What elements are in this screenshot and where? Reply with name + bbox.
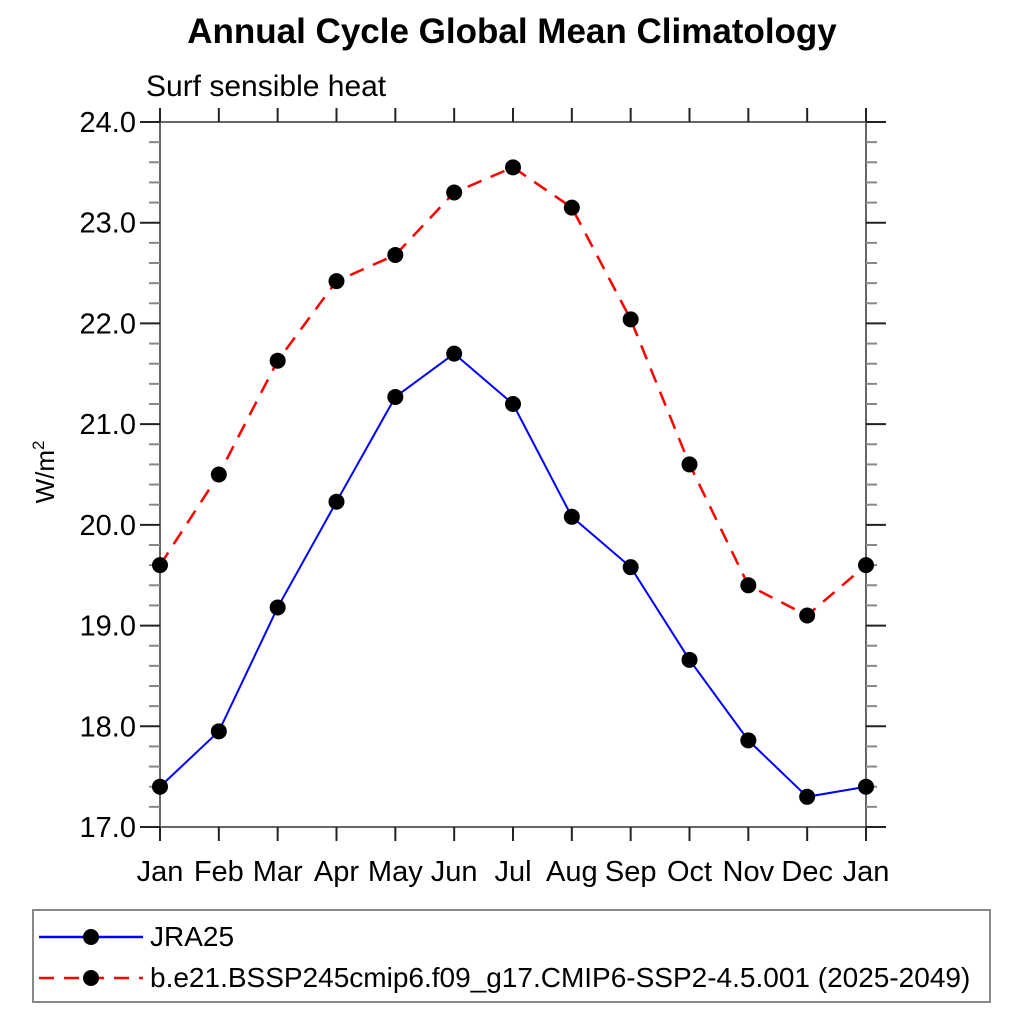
x-tick-label: Feb [194,856,244,888]
data-point-marker [681,456,698,473]
data-point-marker [740,577,757,594]
data-point-marker [622,559,639,576]
legend-line-sample-jra25 [39,929,143,945]
legend-box: JRA25 b.e21.BSSP245cmip6.f09_g17.CMIP6-S… [32,909,991,1003]
y-tick-label: 20.0 [80,510,136,542]
x-tick-label: Oct [667,856,712,888]
data-point-marker [446,345,463,362]
data-point-marker [152,557,168,574]
data-point-marker [328,493,345,510]
y-tick-label: 23.0 [80,208,136,240]
data-point-marker [622,311,639,328]
x-tick-label: May [368,856,423,888]
chart-title: Annual Cycle Global Mean Climatology [187,12,837,51]
y-tick-label: 18.0 [80,711,136,743]
x-tick-label: Jan [137,856,184,888]
data-point-marker [387,246,404,263]
legend-marker-dot [83,970,99,986]
data-point-marker [858,557,874,574]
x-tick-label: Aug [546,856,598,888]
y-tick-label: 19.0 [80,611,136,643]
x-tick-label: Sep [605,856,657,888]
x-tick-label: Jan [843,856,890,888]
data-point-marker [740,732,757,749]
data-point-marker [505,159,521,176]
x-tick-label: Apr [314,856,359,888]
data-point-marker [210,466,227,483]
x-tick-label: Nov [723,856,775,888]
data-point-marker [858,778,874,795]
legend-marker-dot [83,929,99,945]
data-point-marker [505,396,521,412]
y-tick-label: 17.0 [80,812,136,844]
legend-label-jra25: JRA25 [150,921,235,952]
x-tick-label: Jun [431,856,478,888]
data-point-marker [269,599,286,616]
legend-entry-jra25: JRA25 [37,921,235,952]
y-tick-label: 21.0 [80,409,136,441]
data-point-marker [446,184,463,201]
x-tick-label: Dec [781,856,833,888]
legend-label-model: b.e21.BSSP245cmip6.f09_g17.CMIP6-SSP2-4.… [150,962,971,993]
series-line-jra25 [159,352,867,798]
data-point-marker [563,199,580,216]
series-line-model [158,165,867,617]
y-tick-label: 24.0 [80,107,136,139]
legend-line-sample-model [39,970,143,986]
data-point-marker [152,778,168,795]
data-point-marker [269,352,286,369]
y-tick-label: 22.0 [80,308,136,340]
data-point-marker [563,508,580,525]
data-point-marker [799,607,816,624]
legend-entry-model: b.e21.BSSP245cmip6.f09_g17.CMIP6-SSP2-4.… [37,962,971,993]
data-point-marker [387,388,404,405]
data-point-marker [328,273,345,290]
x-tick-label: Jul [494,856,531,888]
data-point-marker [681,651,698,668]
chart-subtitle: Surf sensible heat [146,70,387,103]
data-point-marker [799,788,816,805]
data-point-marker [210,723,227,740]
x-tick-label: Mar [253,856,303,888]
